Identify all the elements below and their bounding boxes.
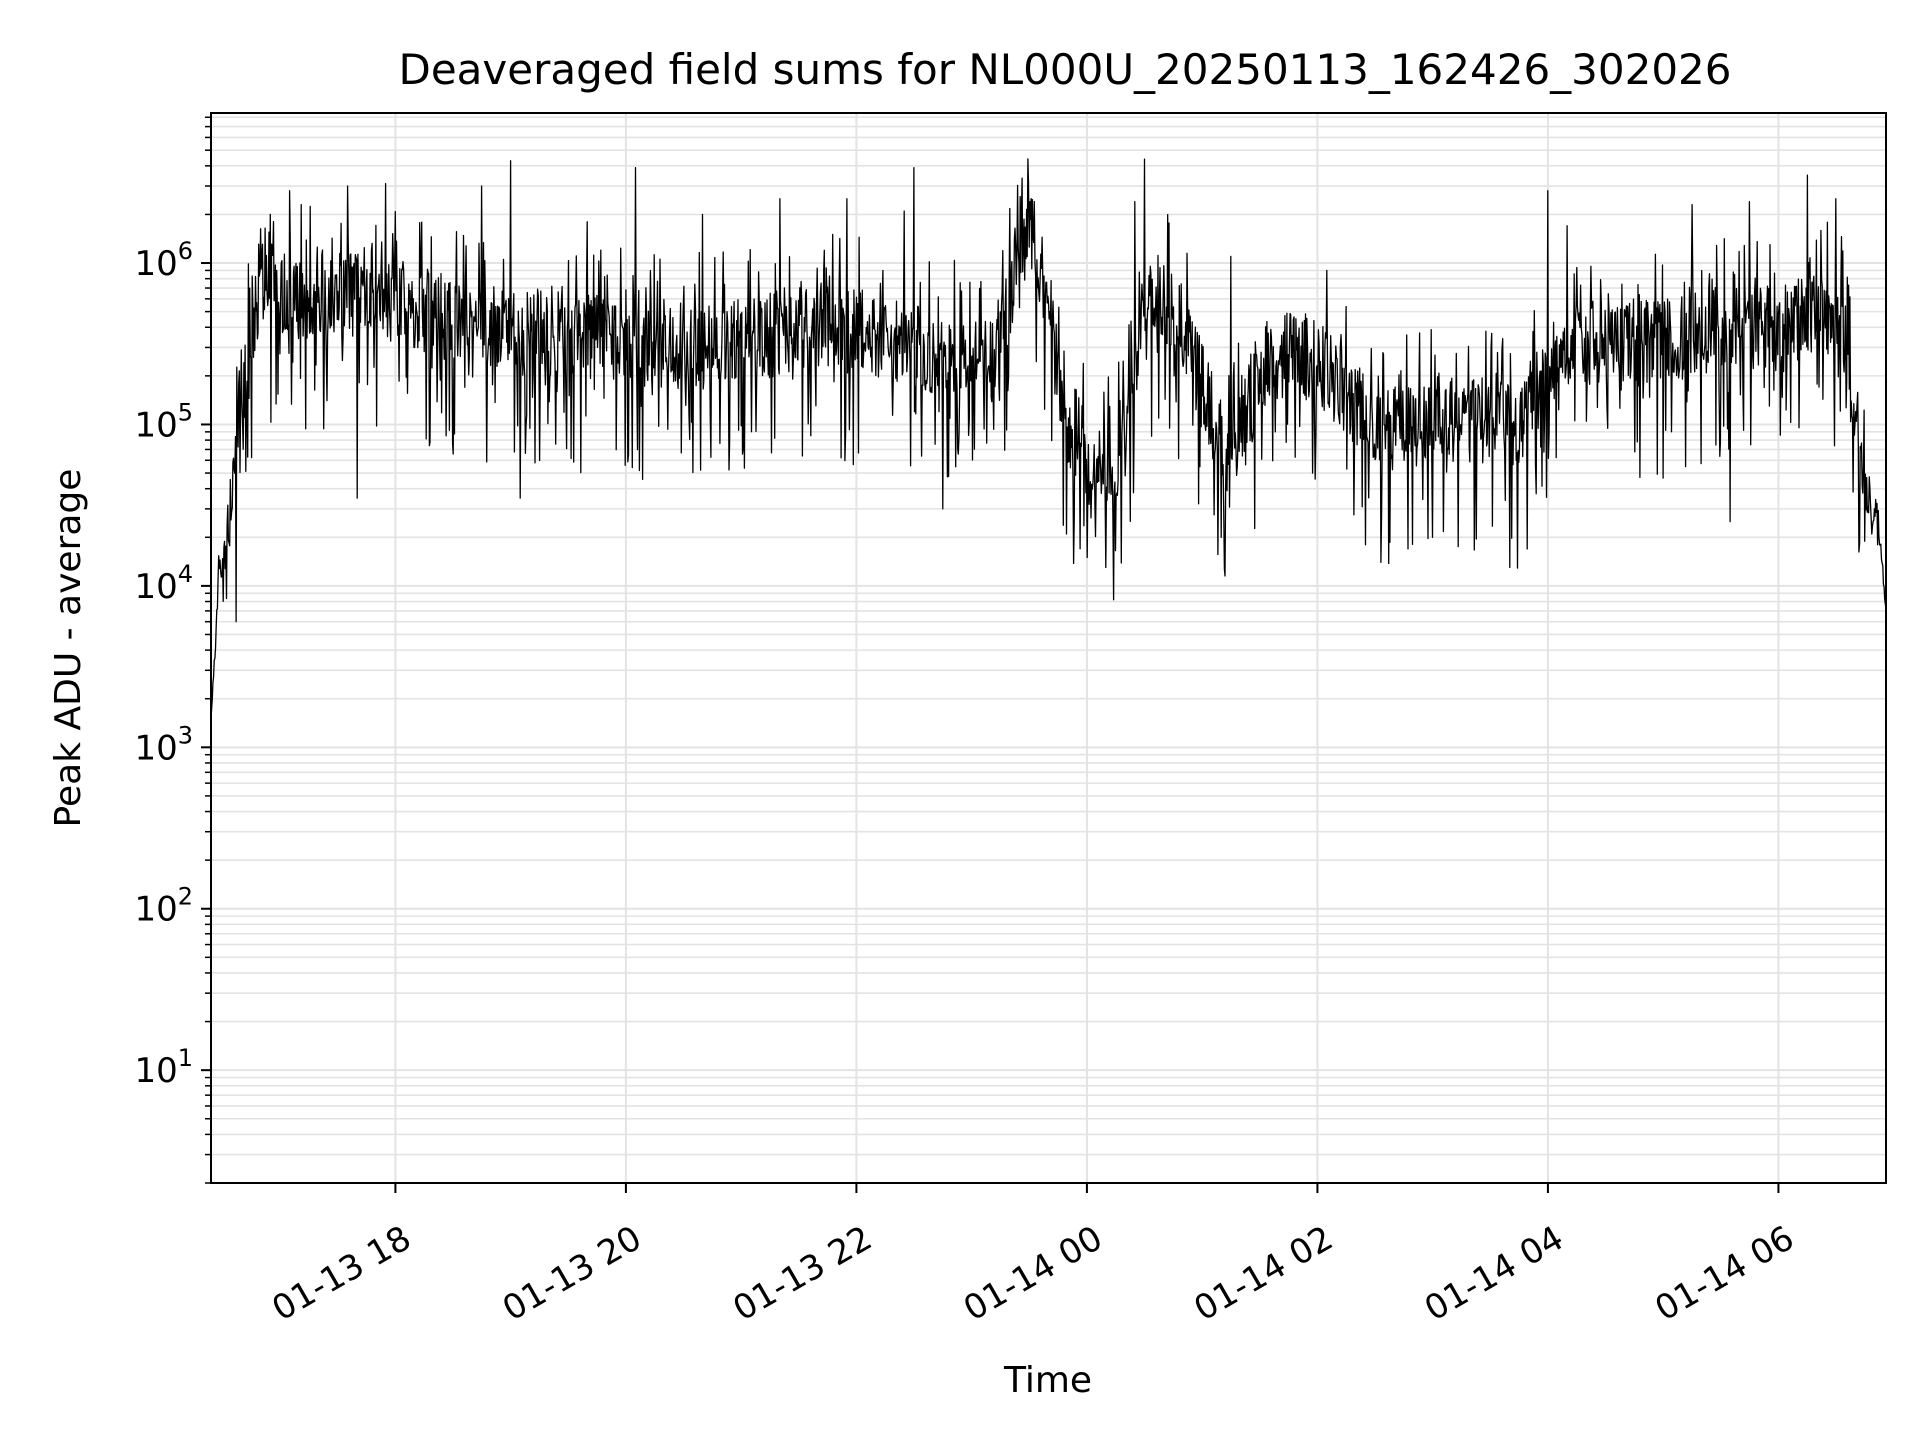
y-tick-base: 10 bbox=[134, 1051, 177, 1091]
y-tick-label: 102 bbox=[134, 883, 193, 930]
y-tick-label: 103 bbox=[134, 721, 193, 768]
y-tick-label: 101 bbox=[134, 1044, 193, 1091]
x-tick-label: 01-14 00 bbox=[957, 1218, 1109, 1329]
y-tick-exponent: 5 bbox=[178, 398, 193, 426]
series-line-layer bbox=[210, 158, 1887, 719]
y-axis-label: Peak ADU - average bbox=[48, 469, 89, 828]
y-tick-base: 10 bbox=[134, 244, 177, 284]
y-tick-exponent: 4 bbox=[178, 560, 193, 588]
y-tick-exponent: 2 bbox=[178, 883, 193, 911]
x-axis-ticks: 01-13 18 01-13 20 01-13 22 01-14 00 01-14 02… bbox=[266, 1183, 1801, 1329]
y-tick-exponent: 1 bbox=[178, 1044, 193, 1072]
y-tick-label: 106 bbox=[134, 237, 193, 284]
y-tick-exponent: 6 bbox=[178, 237, 193, 265]
plot-frame bbox=[210, 112, 1887, 1184]
x-tick-label: 01-13 22 bbox=[727, 1218, 879, 1329]
x-tick-label: 01-13 18 bbox=[266, 1218, 418, 1329]
y-tick-base: 10 bbox=[134, 890, 177, 930]
x-tick-label: 01-14 04 bbox=[1418, 1218, 1570, 1329]
y-tick-base: 10 bbox=[134, 728, 177, 768]
chart-title: Deaveraged field sums for NL000U_2025011… bbox=[398, 45, 1731, 94]
x-tick-label: 01-14 02 bbox=[1188, 1218, 1340, 1329]
grid bbox=[211, 113, 1886, 1184]
y-tick-label: 104 bbox=[134, 560, 193, 607]
y-tick-label: 105 bbox=[134, 398, 193, 445]
x-tick-label: 01-14 06 bbox=[1649, 1218, 1801, 1329]
x-axis-label: Time bbox=[1003, 1360, 1092, 1401]
series-line bbox=[210, 158, 1887, 719]
y-tick-base: 10 bbox=[134, 405, 177, 445]
y-tick-exponent: 3 bbox=[178, 721, 193, 749]
y-tick-base: 10 bbox=[134, 567, 177, 607]
x-tick-label: 01-13 20 bbox=[496, 1218, 648, 1329]
